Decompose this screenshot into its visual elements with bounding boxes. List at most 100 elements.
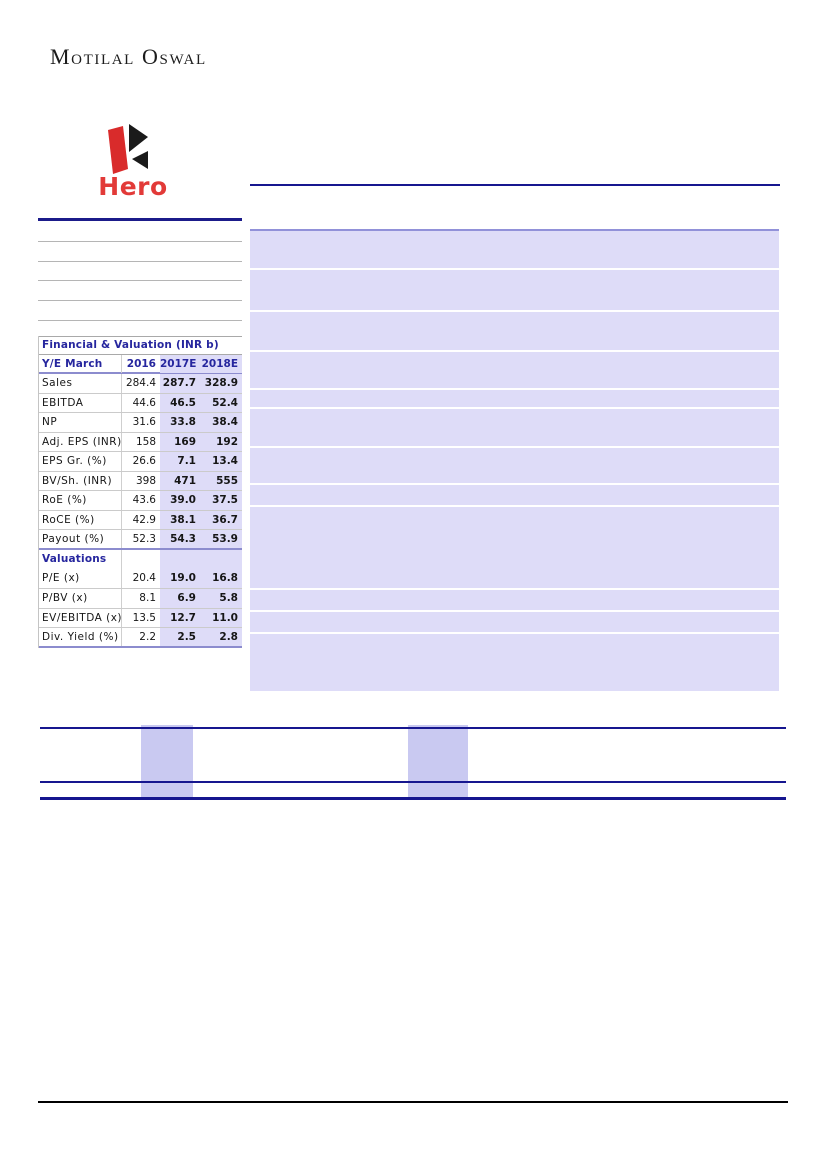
band-highlight-cell	[408, 725, 468, 797]
value-2018e: 328.9	[200, 374, 242, 393]
value-2018e: 36.7	[200, 510, 242, 530]
table-title: Financial & Valuation (INR b)	[39, 336, 242, 355]
value-2018e: 16.8	[200, 569, 242, 589]
row-label: Div. Yield (%)	[39, 628, 122, 647]
value-2017e: 2.5	[160, 628, 200, 647]
value-2018e: 2.8	[200, 628, 242, 647]
value-2016: 13.5	[132, 611, 156, 624]
row-label: EBITDA	[39, 393, 122, 413]
placeholder-row-separator	[250, 483, 779, 485]
table-row-pe: P/E (x) 20.4 19.0 16.8	[39, 569, 242, 590]
value-2017e: 12.7	[160, 608, 200, 628]
row-label: P/E (x)	[39, 569, 122, 589]
row-label: Adj. EPS (INR)	[39, 432, 122, 452]
placeholder-row-separator	[250, 268, 779, 270]
column-header-2018e: 2018E	[200, 355, 242, 373]
table-row-div-yield: Div. Yield (%) 2.2 2.5 2.8	[39, 628, 242, 648]
value-2018e: 38.4	[200, 413, 242, 432]
header-divider-line	[250, 184, 780, 186]
value-2016: 2.2	[139, 631, 156, 644]
value-2016: 52.3	[132, 533, 156, 546]
table-row-payout: Payout (%) 52.3 54.3 53.9	[39, 530, 242, 550]
value-2018e: 53.9	[200, 530, 242, 549]
value-2017e: 6.9	[160, 589, 200, 608]
content-placeholder-block	[250, 229, 779, 691]
row-label: RoCE (%)	[39, 510, 122, 530]
stock-info-row-divider	[38, 261, 242, 262]
value-2017e: 38.1	[160, 510, 200, 530]
table-row-sales: Sales 284.4 287.7 328.9	[39, 374, 242, 394]
value-2018e: 52.4	[200, 393, 242, 413]
band-top-rule	[40, 727, 786, 729]
value-2016: 43.6	[132, 494, 156, 507]
row-label: P/BV (x)	[39, 589, 122, 608]
value-2018e: 37.5	[200, 491, 242, 510]
hero-logo: Hero	[93, 118, 173, 208]
row-label: NP	[39, 413, 122, 432]
band-bottom-rule	[40, 797, 786, 800]
stock-info-row-divider	[38, 320, 242, 321]
placeholder-row-separator	[250, 350, 779, 352]
stock-info-row-divider	[38, 241, 242, 242]
value-2018e: 5.8	[200, 589, 242, 608]
row-label: RoE (%)	[39, 491, 122, 510]
subsection-label: Valuations	[39, 549, 122, 570]
value-2017e: 7.1	[160, 452, 200, 471]
value-2016: 398	[135, 474, 156, 487]
brand-logotype: Motilal Oswal	[50, 44, 207, 69]
hero-logo-icon	[108, 124, 148, 174]
hero-wordmark: Hero	[98, 172, 168, 201]
placeholder-row-separator	[250, 446, 779, 448]
financial-valuation-table: Financial & Valuation (INR b) Y/E March …	[38, 336, 242, 648]
value-2017e	[160, 549, 200, 570]
table-row-ebitda: EBITDA 44.6 46.5 52.4	[39, 393, 242, 414]
column-header-ye-march: Y/E March	[39, 355, 122, 373]
value-2018e: 555	[200, 471, 242, 491]
table-row-ev-ebitda: EV/EBITDA (x) 13.5 12.7 11.0	[39, 608, 242, 629]
column-header-2016: 2016	[126, 358, 156, 370]
value-2016: 44.6	[132, 396, 156, 409]
placeholder-row-separator	[250, 632, 779, 634]
value-2016: 31.6	[132, 416, 156, 429]
table-subsection-valuations: Valuations	[39, 549, 242, 570]
value-2016: 20.4	[132, 572, 156, 585]
placeholder-row-separator	[250, 388, 779, 390]
placeholder-row-separator	[250, 407, 779, 409]
placeholder-row-separator	[250, 588, 779, 590]
value-2016: 284.4	[125, 377, 156, 389]
value-2017e: 33.8	[160, 413, 200, 432]
row-label: Payout (%)	[39, 530, 122, 549]
value-2016	[122, 550, 160, 570]
value-2017e: 287.7	[160, 374, 200, 393]
value-2017e: 39.0	[160, 491, 200, 510]
table-row-roe: RoE (%) 43.6 39.0 37.5	[39, 491, 242, 511]
table-header-row: Y/E March 2016 2017E 2018E	[39, 355, 242, 374]
row-label: EV/EBITDA (x)	[39, 608, 122, 628]
row-label: BV/Sh. (INR)	[39, 471, 122, 491]
placeholder-row-separator	[250, 610, 779, 612]
value-2018e: 11.0	[200, 608, 242, 628]
band-middle-rule	[40, 781, 786, 783]
table-row-roce: RoCE (%) 42.9 38.1 36.7	[39, 510, 242, 531]
table-row-adj-eps: Adj. EPS (INR) 158 169 192	[39, 432, 242, 453]
row-label: Sales	[39, 374, 122, 393]
column-header-2017e: 2017E	[160, 355, 200, 373]
value-2016: 8.1	[139, 592, 156, 605]
value-2017e: 19.0	[160, 569, 200, 589]
value-2018e	[200, 549, 242, 570]
value-2018e: 192	[200, 432, 242, 452]
value-2017e: 169	[160, 432, 200, 452]
value-2016: 158	[135, 435, 156, 448]
value-2017e: 471	[160, 471, 200, 491]
value-2017e: 54.3	[160, 530, 200, 549]
table-row-pbv: P/BV (x) 8.1 6.9 5.8	[39, 589, 242, 609]
table-row-bv-share: BV/Sh. (INR) 398 471 555	[39, 471, 242, 492]
value-2016: 26.6	[132, 455, 156, 468]
stock-info-row-divider	[38, 300, 242, 301]
value-2017e: 46.5	[160, 393, 200, 413]
sidebar-top-divider	[38, 218, 242, 221]
band-highlight-cell	[141, 725, 193, 797]
placeholder-row-separator	[250, 505, 779, 507]
value-2016: 42.9	[132, 513, 156, 526]
